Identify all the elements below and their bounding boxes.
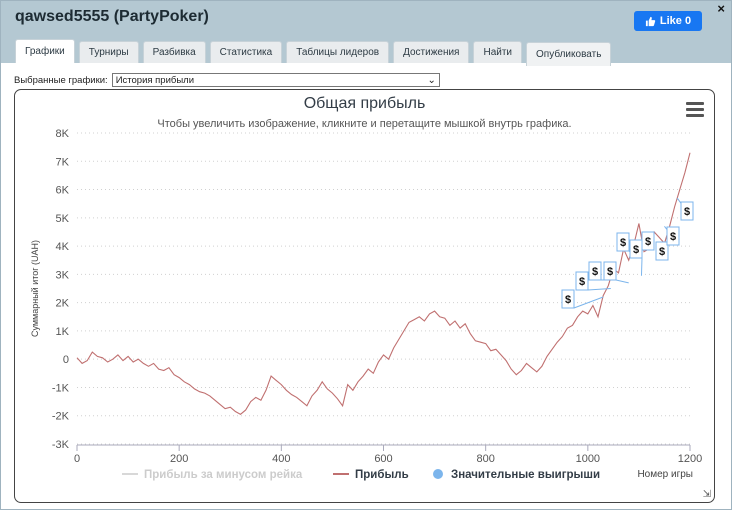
y-tick-label: 2K (56, 298, 70, 310)
chart-panel[interactable]: Общая прибыль Чтобы увеличить изображени… (14, 89, 715, 503)
x-axis-title: Номер игры (637, 469, 693, 480)
big-win-marker-label: $ (579, 276, 585, 288)
x-tick-label: 400 (272, 453, 290, 465)
chevron-down-icon: ⌄ (427, 74, 436, 86)
y-tick-label: 5K (56, 213, 70, 225)
chart-selector-value: История прибыли (115, 74, 195, 86)
y-tick-label: 8K (56, 128, 70, 140)
big-win-marker (641, 231, 655, 251)
big-win-connector (615, 279, 629, 284)
chart-menu-icon[interactable] (686, 102, 704, 117)
big-win-marker-label: $ (645, 236, 651, 248)
chart-selector-dropdown[interactable]: История прибыли ⌄ (111, 73, 440, 87)
x-tick-label: 800 (476, 453, 494, 465)
big-win-marker-label: $ (633, 244, 639, 256)
title-bar: qawsed5555 (PartyPoker) × Like 0 Графики… (1, 1, 731, 66)
resize-handle-icon[interactable]: ⇲ (702, 489, 711, 500)
big-win-marker (603, 261, 617, 281)
chart-title: Общая прибыль (303, 95, 426, 112)
x-tick-label: 1000 (576, 453, 600, 465)
tab-achievements[interactable]: Достижения (393, 41, 470, 63)
profit-chart[interactable]: -3K -2K -1K 0 1K 2K 3K 4K 5K 6K 7K 8K 0 200 400 600 800 1… (15, 90, 714, 502)
x-tick-label: 200 (170, 453, 188, 465)
chart-selector-label: Выбранные графики: (14, 74, 108, 86)
big-win-marker-label: $ (659, 246, 665, 258)
big-win-marker-label: $ (565, 294, 571, 306)
profit-series-line (76, 152, 691, 415)
big-win-marker (588, 261, 602, 281)
big-win-marker (616, 232, 630, 252)
big-win-connector (573, 296, 604, 309)
y-tick-label: 1K (56, 326, 70, 338)
y-tick-label: 3K (56, 269, 70, 281)
y-axis-title: Суммарный итог (UAH) (30, 240, 40, 337)
tab-tournaments[interactable]: Турниры (78, 41, 139, 63)
tab-charts[interactable]: Графики (15, 39, 75, 63)
tab-find[interactable]: Найти (473, 41, 523, 63)
tab-publish[interactable]: Опубликовать (526, 42, 612, 66)
y-tick-label: 4K (56, 241, 70, 253)
legend-rake-label: Прибыль за минусом рейка (144, 469, 303, 481)
tab-breakdown[interactable]: Разбивка (142, 41, 206, 63)
tab-bar: Графики Турниры Разбивка Статистика Табл… (15, 36, 615, 66)
legend-wins-swatch (433, 469, 443, 479)
tab-leaderboards[interactable]: Таблицы лидеров (286, 41, 390, 63)
big-win-marker (666, 226, 680, 246)
facebook-like-button[interactable]: Like 0 (634, 11, 702, 31)
big-win-marker-label: $ (684, 206, 690, 218)
big-win-connector (640, 257, 643, 276)
like-label: Like 0 (659, 15, 692, 27)
big-win-marker (561, 289, 575, 309)
chart-subtitle: Чтобы увеличить изображение, кликните и … (157, 118, 572, 130)
big-win-marker (575, 271, 589, 291)
big-win-marker-label: $ (592, 266, 598, 278)
y-tick-label: -2K (52, 411, 70, 423)
y-tick-label: 6K (56, 185, 70, 197)
x-tick-label: 600 (374, 453, 392, 465)
legend-wins-label: Значительные выигрыши (451, 469, 600, 481)
big-win-marker-label: $ (607, 266, 613, 278)
y-tick-label: -3K (52, 439, 70, 451)
big-win-marker-label: $ (670, 231, 676, 243)
chart-selector-row: Выбранные графики: История прибыли ⌄ (14, 73, 440, 87)
thumbs-up-icon (645, 16, 656, 26)
y-tick-label: 0 (63, 354, 69, 366)
big-win-connector (587, 288, 611, 291)
big-win-marker (680, 201, 694, 221)
close-icon[interactable]: × (717, 1, 725, 16)
window-title: qawsed5555 (PartyPoker) (15, 8, 209, 25)
legend-profit-label: Прибыль (355, 469, 409, 481)
big-win-marker-label: $ (620, 237, 626, 249)
tab-statistics[interactable]: Статистика (209, 41, 283, 63)
x-tick-label: 1200 (678, 453, 702, 465)
y-tick-label: -1K (52, 382, 70, 394)
x-tick-label: 0 (74, 453, 80, 465)
y-tick-label: 7K (56, 156, 70, 168)
big-win-marker (655, 241, 669, 261)
